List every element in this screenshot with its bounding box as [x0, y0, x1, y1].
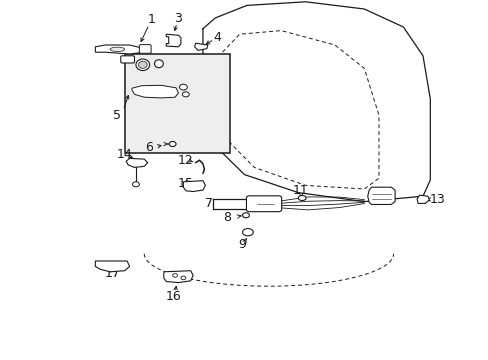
- Text: 3: 3: [174, 12, 182, 24]
- Polygon shape: [126, 158, 147, 167]
- Text: 13: 13: [429, 193, 445, 206]
- FancyBboxPatch shape: [124, 54, 229, 153]
- Polygon shape: [95, 45, 144, 54]
- Text: 15: 15: [178, 177, 193, 190]
- Polygon shape: [183, 181, 205, 192]
- Text: 10: 10: [368, 188, 384, 201]
- Text: 1: 1: [147, 13, 155, 26]
- Text: 4: 4: [213, 31, 221, 44]
- FancyBboxPatch shape: [121, 56, 134, 63]
- Text: 17: 17: [104, 267, 120, 280]
- Ellipse shape: [154, 60, 163, 68]
- Ellipse shape: [132, 182, 139, 187]
- Ellipse shape: [182, 92, 189, 97]
- Ellipse shape: [136, 59, 149, 71]
- Text: 6: 6: [145, 141, 153, 154]
- Ellipse shape: [179, 84, 187, 90]
- Text: 8: 8: [223, 211, 231, 224]
- Text: 9: 9: [238, 238, 245, 251]
- FancyBboxPatch shape: [139, 45, 151, 53]
- Ellipse shape: [298, 195, 305, 201]
- Polygon shape: [166, 34, 181, 47]
- Ellipse shape: [169, 141, 176, 147]
- Text: 11: 11: [292, 184, 308, 197]
- Polygon shape: [95, 261, 129, 272]
- Text: 16: 16: [165, 291, 181, 303]
- Ellipse shape: [110, 47, 124, 51]
- Text: 12: 12: [178, 154, 193, 167]
- Text: 2: 2: [135, 64, 143, 77]
- FancyBboxPatch shape: [246, 196, 281, 212]
- Ellipse shape: [172, 274, 177, 277]
- Ellipse shape: [242, 213, 249, 218]
- Text: 5: 5: [113, 109, 121, 122]
- Text: 14: 14: [117, 148, 132, 161]
- Polygon shape: [163, 271, 193, 283]
- Polygon shape: [416, 195, 428, 203]
- Text: 7: 7: [204, 197, 212, 210]
- Polygon shape: [194, 43, 207, 50]
- Ellipse shape: [181, 276, 185, 280]
- Ellipse shape: [138, 61, 147, 68]
- Polygon shape: [132, 85, 178, 98]
- Polygon shape: [367, 187, 394, 204]
